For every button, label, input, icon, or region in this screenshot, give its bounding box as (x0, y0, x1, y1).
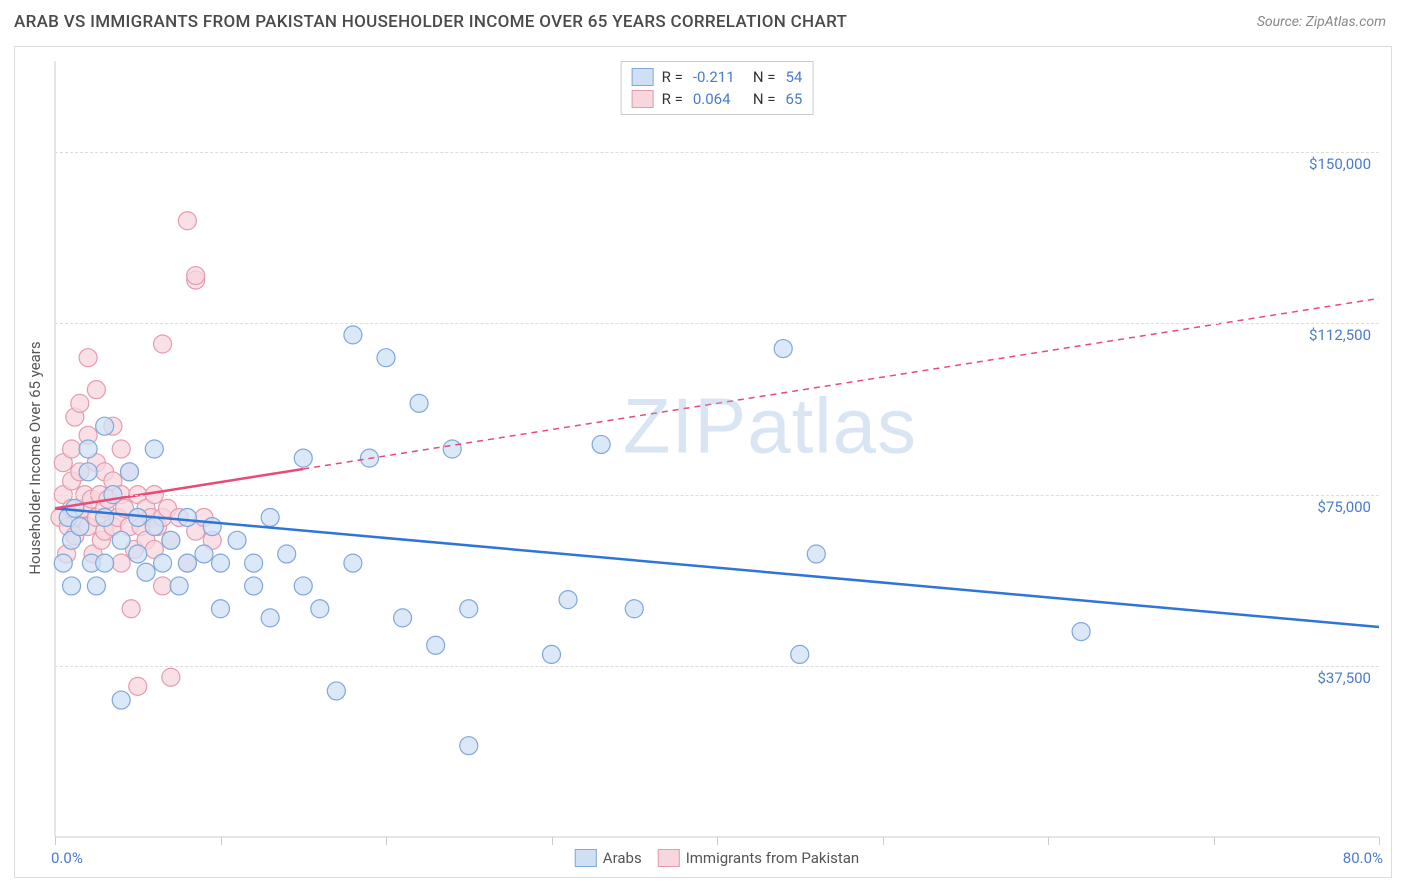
x-axis-min-label: 0.0% (51, 849, 83, 867)
x-tick (386, 837, 387, 845)
legend-swatch-pink (658, 849, 680, 867)
chart-header: ARAB VS IMMIGRANTS FROM PAKISTAN HOUSEHO… (0, 0, 1406, 40)
legend-row-pakistan: R = 0.064 N = 65 (632, 88, 803, 110)
legend-swatch-blue (575, 849, 597, 867)
x-tick (1214, 837, 1215, 845)
chart-title: ARAB VS IMMIGRANTS FROM PAKISTAN HOUSEHO… (14, 12, 847, 32)
x-tick (717, 837, 718, 845)
series-legend: Arabs Immigrants from Pakistan (575, 849, 859, 867)
x-tick (55, 837, 56, 845)
gridline-h (55, 152, 1379, 153)
gridline-h (55, 323, 1379, 324)
plot-area: Householder Income Over 65 years ZIPatla… (55, 61, 1379, 837)
x-tick (883, 837, 884, 845)
plot-svg (55, 61, 1379, 837)
y-tick-label: $75,000 (1317, 498, 1371, 516)
y-tick-label: $112,500 (1309, 326, 1371, 344)
legend-row-arabs: R = -0.211 N = 54 (632, 66, 803, 88)
x-tick (1048, 837, 1049, 845)
gridline-h (55, 666, 1379, 667)
legend-swatch-pink (632, 90, 654, 108)
correlation-legend: R = -0.211 N = 54 R = 0.064 N = 65 (621, 61, 814, 115)
x-tick (221, 837, 222, 845)
legend-item-pakistan: Immigrants from Pakistan (658, 849, 860, 867)
x-tick (552, 837, 553, 845)
legend-swatch-blue (632, 68, 654, 86)
chart-container: Householder Income Over 65 years ZIPatla… (14, 46, 1392, 878)
x-axis-max-label: 80.0% (1343, 849, 1383, 867)
gridline-h (55, 495, 1379, 496)
chart-source: Source: ZipAtlas.com (1257, 14, 1386, 30)
x-tick (1379, 837, 1380, 845)
legend-item-arabs: Arabs (575, 849, 642, 867)
y-tick-label: $150,000 (1309, 155, 1371, 173)
y-tick-label: $37,500 (1317, 669, 1371, 687)
y-axis-label: Householder Income Over 65 years (26, 341, 44, 574)
